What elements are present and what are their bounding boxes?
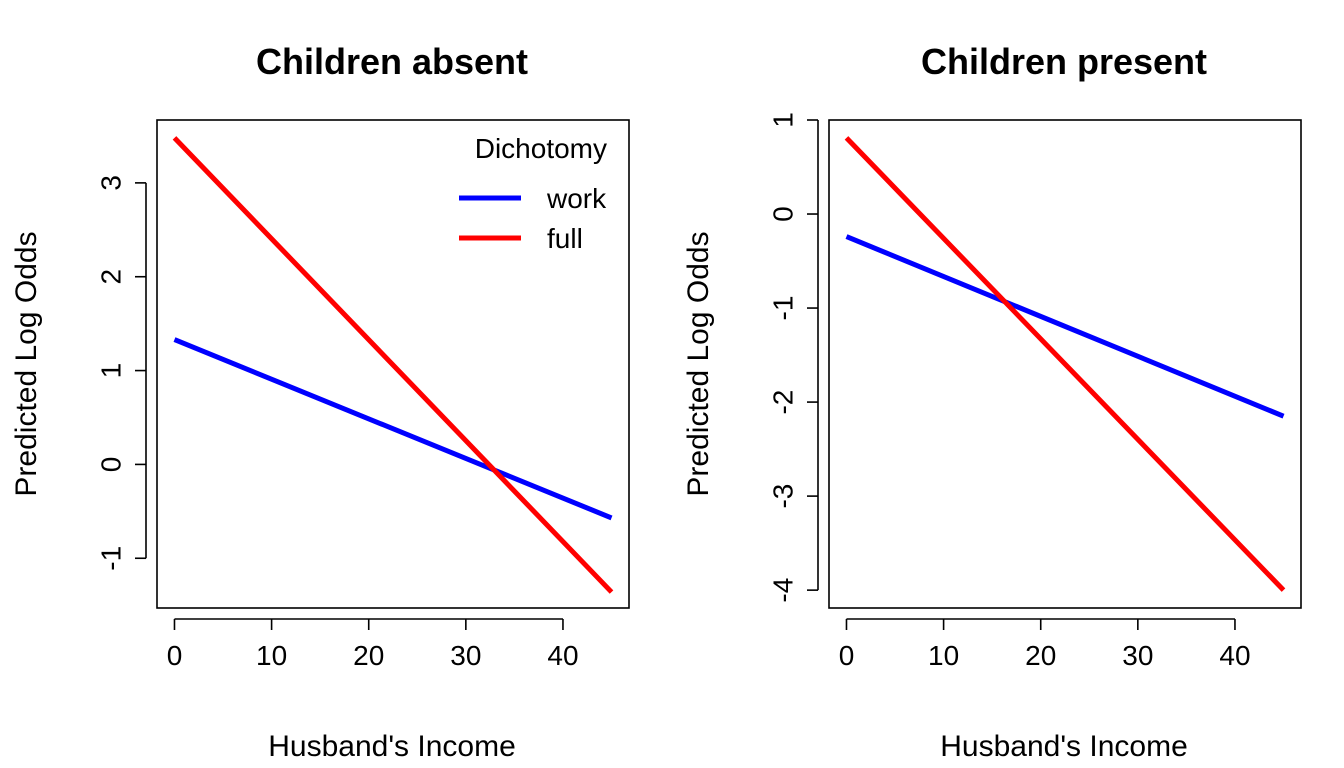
chart-title: Children present: [921, 41, 1207, 82]
y-tick-label: 0: [95, 457, 126, 473]
plot-frame: [156, 119, 630, 609]
x-tick-label: 0: [839, 640, 855, 671]
x-tick-label: 0: [167, 640, 183, 671]
series-line-work: [173, 337, 613, 521]
x-tick-label: 10: [256, 640, 287, 671]
y-tick-label: 3: [95, 175, 126, 191]
y-tick-label: -1: [95, 546, 126, 571]
panel-children-present: Children present Husband's Income Predic…: [682, 41, 1302, 763]
x-tick-label: 20: [353, 640, 384, 671]
y-tick-label: 2: [95, 269, 126, 285]
plot-marks: 0 10 20 30 40 -4 -3 -2 -1 0 1: [767, 112, 1286, 671]
x-tick-label: 40: [1219, 640, 1250, 671]
x-tick-label: 30: [450, 640, 481, 671]
y-tick-label: 1: [767, 112, 798, 128]
x-tick-label: 40: [547, 640, 578, 671]
y-tick-label: 1: [95, 363, 126, 379]
plot-marks: 0 10 20 30 40 -1 0 1 2 3 Dichotomy work full: [95, 133, 614, 671]
legend-title: Dichotomy: [475, 133, 607, 164]
legend-label-full: full: [547, 223, 583, 254]
series-line-full: [172, 136, 614, 594]
x-tick-label: 20: [1025, 640, 1056, 671]
legend-label-work: work: [546, 183, 607, 214]
y-tick-label: 0: [767, 206, 798, 222]
y-tick-label: -2: [767, 390, 798, 415]
plot-frame: [828, 119, 1302, 609]
legend: Dichotomy work full: [459, 133, 607, 254]
series-line-work: [845, 234, 1285, 419]
series-line-full: [844, 136, 1286, 592]
chart-title: Children absent: [256, 41, 528, 82]
panel-children-absent: Children absent Husband's Income Predict…: [10, 41, 630, 763]
y-tick-label: -4: [767, 578, 798, 603]
x-tick-label: 30: [1122, 640, 1153, 671]
x-tick-label: 10: [928, 640, 959, 671]
y-axis-label: Predicted Log Odds: [10, 231, 43, 496]
y-tick-label: -3: [767, 484, 798, 509]
y-axis-label: Predicted Log Odds: [682, 231, 715, 496]
x-axis-label: Husband's Income: [940, 730, 1188, 763]
x-axis-label: Husband's Income: [268, 730, 516, 763]
y-tick-label: -1: [767, 296, 798, 321]
